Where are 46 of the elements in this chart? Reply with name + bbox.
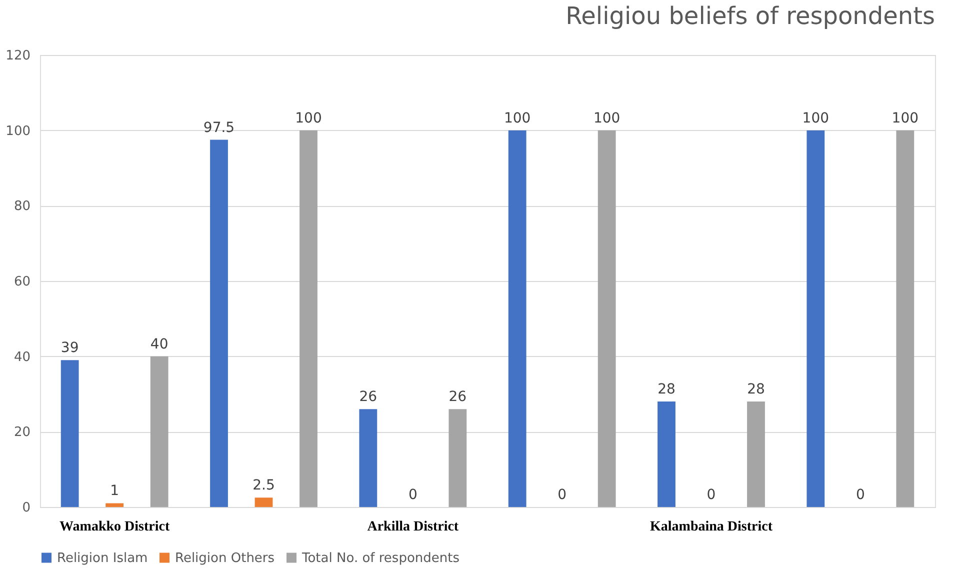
bar [150, 356, 168, 507]
data-label: 100 [892, 110, 919, 126]
data-label: 1 [110, 483, 120, 500]
x-tick-label: Kalambaina District [650, 520, 773, 534]
bar [806, 130, 825, 507]
bar [658, 402, 676, 507]
data-label: 0 [706, 487, 716, 503]
data-label: 39 [60, 340, 79, 356]
bar [106, 503, 124, 507]
legend-label: Religion Islam [57, 550, 148, 566]
x-tick-label: Wamakko District [60, 520, 170, 534]
data-label: 0 [856, 487, 865, 503]
bar [747, 402, 765, 507]
data-label: 100 [802, 110, 830, 126]
y-tick-label: 100 [6, 124, 30, 139]
data-label: 26 [359, 389, 378, 406]
bar [254, 498, 273, 507]
bar [359, 409, 378, 507]
y-tick-label: 60 [14, 274, 30, 290]
data-label: 100 [504, 110, 531, 126]
data-label: 97.5 [203, 120, 235, 136]
legend-label: Total No. of respondents [301, 550, 460, 566]
bar [300, 130, 318, 507]
bar [896, 130, 914, 507]
y-tick-label: 0 [22, 500, 30, 516]
y-tick-label: 120 [6, 48, 30, 64]
data-label: 0 [408, 487, 418, 503]
data-label: 0 [558, 487, 567, 503]
y-tick-label: 20 [14, 425, 30, 440]
y-tick-label: 80 [14, 199, 30, 214]
data-label: 28 [747, 382, 765, 398]
data-label: 2.5 [252, 478, 275, 494]
bar [60, 360, 79, 507]
bar [598, 130, 616, 507]
data-label: 28 [658, 382, 676, 398]
data-label: 40 [150, 336, 168, 352]
legend-label: Religion Others [175, 550, 275, 566]
data-label: 100 [593, 110, 620, 126]
bar [448, 409, 467, 507]
data-label: 26 [448, 389, 467, 406]
x-tick-label: Arkilla District [367, 520, 459, 534]
y-tick-label: 40 [14, 350, 30, 365]
chart-title: Religiou beliefs of respondents [566, 2, 935, 30]
bar [508, 130, 526, 507]
data-label: 100 [295, 110, 322, 126]
bar [210, 140, 228, 507]
